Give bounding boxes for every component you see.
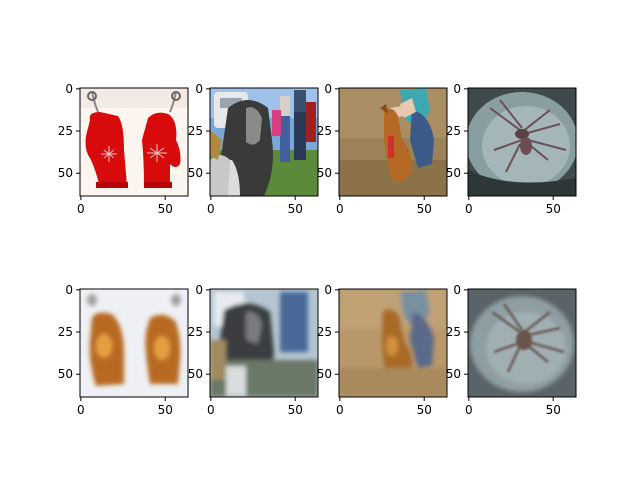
- axes-frame: [209, 288, 319, 398]
- mittens-image: [80, 88, 188, 196]
- x-tick-label: 50: [546, 202, 561, 216]
- axes-spider-original: 0 50 0 25 50: [446, 82, 577, 216]
- x-tick-label: 0: [465, 403, 473, 417]
- y-tick-label: 25: [58, 124, 73, 138]
- dog-crowd-reconstruction-image: [210, 289, 318, 397]
- x-tick-label: 50: [288, 202, 303, 216]
- x-tick-label: 0: [77, 202, 85, 216]
- y-tick-label: 0: [195, 82, 203, 96]
- dog-person-image: [339, 88, 447, 196]
- axes-frame: [79, 288, 189, 398]
- axes-dog-crowd-original: 0 50 0 25 50: [188, 82, 319, 216]
- axes-frame: [467, 87, 577, 197]
- panel-spider-original: [468, 88, 576, 196]
- panel-dog-crowd-original: [210, 88, 318, 196]
- spider-image: [468, 88, 576, 196]
- axes-dog-crowd-reconstruction: 0 50 0 25 50: [188, 283, 319, 417]
- x-tick-label: 50: [417, 202, 432, 216]
- y-tick-label: 0: [324, 283, 332, 297]
- mittens-reconstruction-image: [80, 289, 188, 397]
- axes-mittens-reconstruction: 0 50 0 25 50: [58, 283, 189, 417]
- y-tick-label: 50: [317, 367, 332, 381]
- axes-frame: [467, 288, 577, 398]
- y-tick-label: 0: [324, 82, 332, 96]
- x-tick-label: 0: [465, 202, 473, 216]
- dog-crowd-image: [210, 88, 318, 196]
- y-tick-label: 50: [58, 367, 73, 381]
- y-tick-label: 0: [65, 82, 73, 96]
- panel-dog-person-reconstruction: [339, 289, 447, 397]
- y-tick-label: 50: [58, 166, 73, 180]
- x-tick-label: 50: [158, 202, 173, 216]
- y-tick-label: 50: [317, 166, 332, 180]
- x-tick-label: 0: [336, 403, 344, 417]
- x-tick-label: 50: [417, 403, 432, 417]
- axes-layer: 0 50 0 25 50 0 50 0 25 50 0 50 0 25 50 0 50 0 25 50 0 50 0 25 50…: [58, 82, 577, 417]
- y-tick-label: 50: [188, 367, 203, 381]
- x-tick-label: 0: [77, 403, 85, 417]
- axes-spider-reconstruction: 0 50 0 25 50: [446, 283, 577, 417]
- panel-spider-reconstruction: [468, 289, 576, 397]
- y-tick-label: 0: [65, 283, 73, 297]
- spider-reconstruction-image: [468, 289, 576, 397]
- y-tick-label: 25: [188, 124, 203, 138]
- dog-person-reconstruction-image: [339, 289, 447, 397]
- y-tick-label: 50: [188, 166, 203, 180]
- panel-mittens-original: [80, 88, 188, 196]
- x-tick-label: 0: [207, 202, 215, 216]
- x-tick-label: 0: [336, 202, 344, 216]
- axes-dog-person-original: 0 50 0 25 50: [317, 82, 448, 216]
- axes-frame: [79, 87, 189, 197]
- x-tick-label: 50: [288, 403, 303, 417]
- y-tick-label: 25: [58, 325, 73, 339]
- axes-dog-person-reconstruction: 0 50 0 25 50: [317, 283, 448, 417]
- x-tick-label: 50: [546, 403, 561, 417]
- y-tick-label: 25: [188, 325, 203, 339]
- axes-frame: [338, 87, 448, 197]
- axes-frame: [338, 288, 448, 398]
- axes-frame: [209, 87, 319, 197]
- y-tick-label: 50: [446, 367, 461, 381]
- panel-dog-crowd-reconstruction: [210, 289, 318, 397]
- y-tick-label: 0: [195, 283, 203, 297]
- y-tick-label: 25: [446, 124, 461, 138]
- y-tick-label: 0: [453, 283, 461, 297]
- y-tick-label: 0: [453, 82, 461, 96]
- y-tick-label: 25: [317, 124, 332, 138]
- x-tick-label: 50: [158, 403, 173, 417]
- panel-mittens-reconstruction: [80, 289, 188, 397]
- y-tick-label: 25: [317, 325, 332, 339]
- y-tick-label: 25: [446, 325, 461, 339]
- y-tick-label: 50: [446, 166, 461, 180]
- axes-mittens-original: 0 50 0 25 50: [58, 82, 189, 216]
- panel-dog-person-original: [339, 88, 447, 196]
- x-tick-label: 0: [207, 403, 215, 417]
